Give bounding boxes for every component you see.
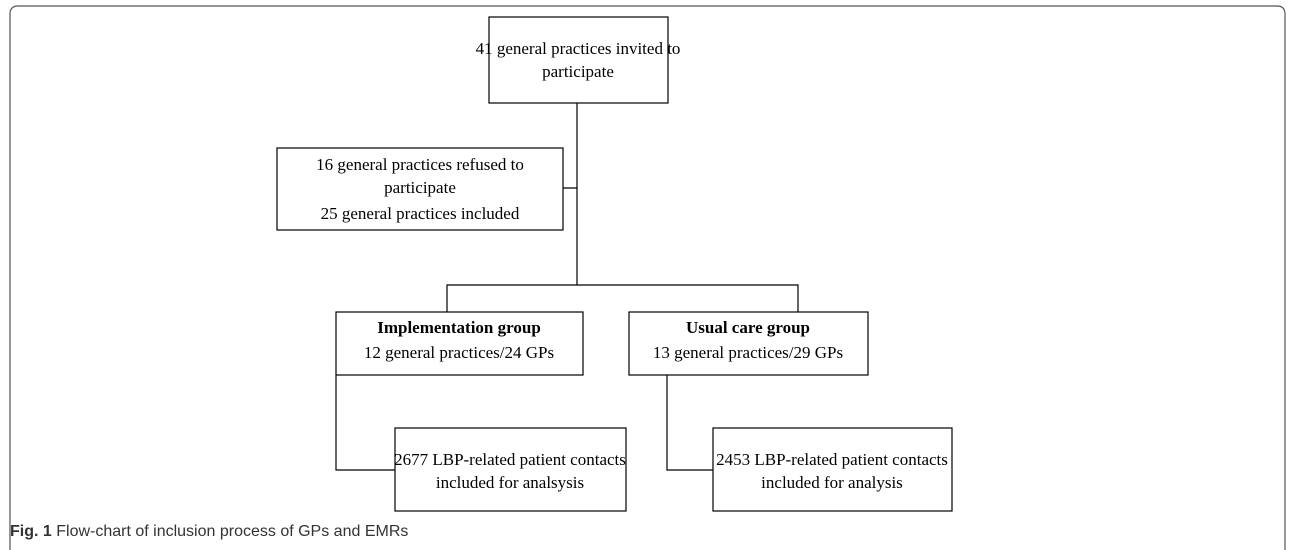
node-text: 13 general practices/29 GPs [653,343,843,362]
frame [9,5,1286,550]
node-title: Implementation group [377,318,541,337]
node-text: participate [384,178,456,197]
node-text: 41 general practices invited to [476,39,681,58]
box-invited [488,16,669,104]
node-text: 12 general practices/24 GPs [364,343,554,362]
connectors [335,103,799,471]
caption-text: Flow-chart of inclusion process of GPs a… [56,523,408,540]
caption: Fig. 1 Flow-chart of inclusion process o… [10,523,408,540]
node-text: participate [542,62,614,81]
node-text: 2453 LBP-related patient contacts [716,450,948,469]
box-implementation [335,311,584,376]
node-title: Usual care group [686,318,810,337]
node-text: included for analsysis [436,473,584,492]
box-usual [628,311,869,376]
box-contacts-usual [712,427,953,512]
node-text: included for analysis [761,473,903,492]
node-text: 16 general practices refused to [316,155,524,174]
caption-label: Fig. 1 [10,523,52,540]
node-text: 2677 LBP-related patient contacts [394,450,626,469]
box-contacts-impl [394,427,627,512]
box-refused [276,147,564,231]
node-text: 25 general practices included [321,204,520,223]
